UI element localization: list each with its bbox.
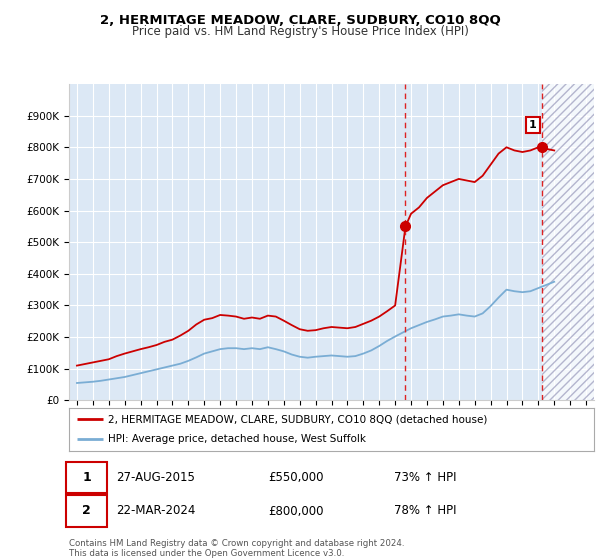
Text: 1: 1 [529, 120, 536, 130]
Text: 22-MAR-2024: 22-MAR-2024 [116, 505, 196, 517]
Text: £800,000: £800,000 [269, 505, 324, 517]
FancyBboxPatch shape [67, 496, 107, 526]
Text: Price paid vs. HM Land Registry's House Price Index (HPI): Price paid vs. HM Land Registry's House … [131, 25, 469, 38]
Text: 2, HERMITAGE MEADOW, CLARE, SUDBURY, CO10 8QQ: 2, HERMITAGE MEADOW, CLARE, SUDBURY, CO1… [100, 14, 500, 27]
Text: 2: 2 [82, 505, 91, 517]
Text: 2, HERMITAGE MEADOW, CLARE, SUDBURY, CO10 8QQ (detached house): 2, HERMITAGE MEADOW, CLARE, SUDBURY, CO1… [109, 414, 488, 424]
Text: HPI: Average price, detached house, West Suffolk: HPI: Average price, detached house, West… [109, 434, 367, 444]
Text: 27-AUG-2015: 27-AUG-2015 [116, 471, 195, 484]
Text: 73% ↑ HPI: 73% ↑ HPI [395, 471, 457, 484]
Text: 78% ↑ HPI: 78% ↑ HPI [395, 505, 457, 517]
Text: £550,000: £550,000 [269, 471, 324, 484]
Text: 1: 1 [82, 471, 91, 484]
FancyBboxPatch shape [67, 462, 107, 493]
Text: Contains HM Land Registry data © Crown copyright and database right 2024.
This d: Contains HM Land Registry data © Crown c… [69, 539, 404, 558]
